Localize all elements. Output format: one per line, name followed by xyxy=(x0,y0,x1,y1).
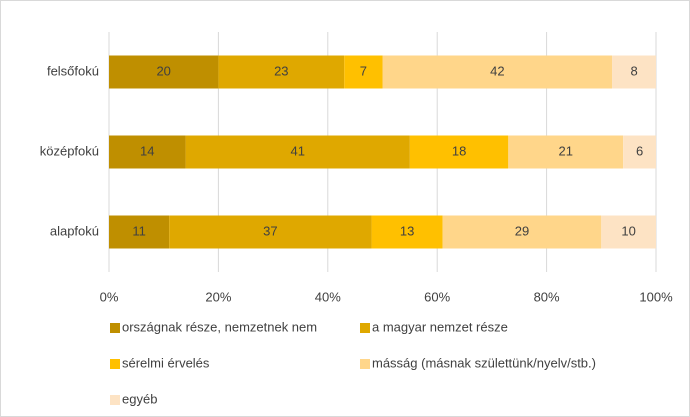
data-label: 41 xyxy=(290,143,304,158)
y-tick-label: középfokú xyxy=(40,143,99,158)
legend-swatch xyxy=(110,323,120,333)
bar-segment xyxy=(185,135,410,169)
data-label: 14 xyxy=(140,143,154,158)
bar-segment xyxy=(371,215,443,249)
legend-label: másság (másnak születtünk/nyelv/stb.) xyxy=(372,355,596,370)
data-label: 20 xyxy=(156,63,170,78)
legend-label: a magyar nemzet része xyxy=(372,319,508,334)
x-tick-label: 20% xyxy=(205,289,231,304)
bar-segment xyxy=(508,135,624,169)
legend-swatch xyxy=(110,359,120,369)
x-tick-label: 60% xyxy=(424,289,450,304)
x-tick-label: 100% xyxy=(639,289,673,304)
legend-label: országnak része, nemzetnek nem xyxy=(122,319,317,334)
legend-swatch xyxy=(110,395,120,405)
legend-label: sérelmi érvelés xyxy=(122,355,210,370)
data-label: 18 xyxy=(452,143,466,158)
bar-segment xyxy=(409,135,509,169)
data-label: 21 xyxy=(559,143,573,158)
data-label: 10 xyxy=(621,223,635,238)
data-label: 13 xyxy=(400,223,414,238)
bar-segment xyxy=(109,135,186,169)
bar-segment xyxy=(344,55,383,89)
bar-segment xyxy=(442,215,602,249)
data-label: 7 xyxy=(360,63,367,78)
data-label: 23 xyxy=(274,63,288,78)
data-label: 37 xyxy=(263,223,277,238)
bar-segment xyxy=(382,55,613,89)
data-label: 11 xyxy=(132,223,146,238)
bar-segment xyxy=(601,215,656,249)
legend-label: egyéb xyxy=(122,391,157,406)
bar-segment xyxy=(218,55,345,89)
legend-swatch xyxy=(360,359,370,369)
x-tick-label: 0% xyxy=(100,289,119,304)
x-tick-label: 80% xyxy=(534,289,560,304)
data-label: 42 xyxy=(490,63,504,78)
legend-swatch xyxy=(360,323,370,333)
bar-segment xyxy=(109,55,219,89)
data-label: 29 xyxy=(515,223,529,238)
bar-segment xyxy=(169,215,372,249)
data-label: 6 xyxy=(636,143,643,158)
bar-segment xyxy=(612,55,656,89)
bar-segment xyxy=(109,215,170,249)
data-label: 8 xyxy=(631,63,638,78)
bar-segment xyxy=(623,135,656,169)
y-tick-label: alapfokú xyxy=(50,223,99,238)
y-tick-label: felsőfokú xyxy=(47,63,99,78)
x-tick-label: 40% xyxy=(315,289,341,304)
